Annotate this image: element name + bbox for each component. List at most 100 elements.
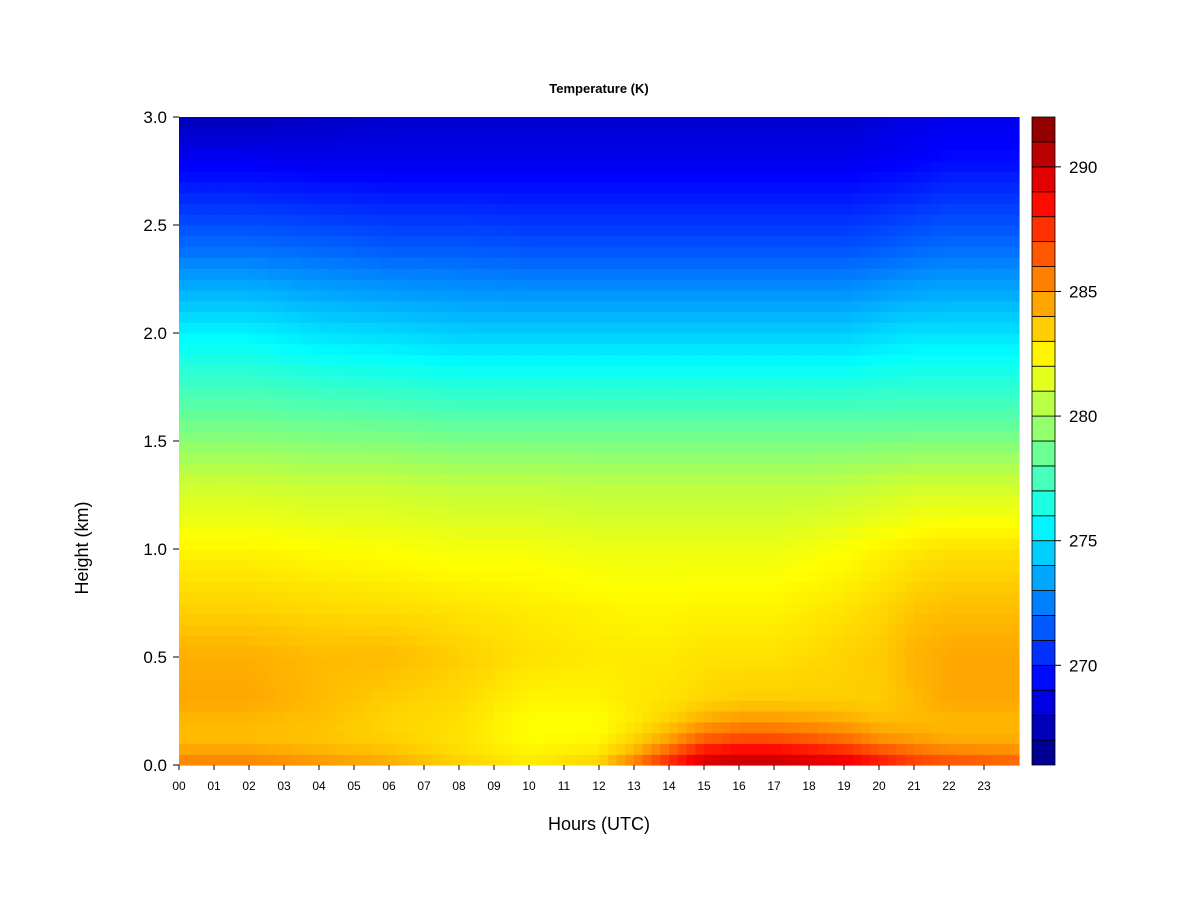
heatmap-cell xyxy=(345,333,355,345)
heatmap-cell xyxy=(222,754,233,766)
heatmap-cell xyxy=(529,473,539,485)
heatmap-cell xyxy=(879,354,889,366)
heatmap-cell xyxy=(739,613,749,626)
heatmap-cell xyxy=(695,289,705,302)
heatmap-cell xyxy=(336,235,346,248)
heatmap-cell xyxy=(572,689,583,701)
heatmap-cell xyxy=(485,657,495,669)
heatmap-cell xyxy=(485,376,495,388)
heatmap-cell xyxy=(721,354,731,366)
heatmap-cell xyxy=(957,678,968,690)
heatmap-cell xyxy=(310,505,320,518)
heatmap-cell xyxy=(747,495,758,507)
heatmap-cell xyxy=(642,592,653,604)
heatmap-cell xyxy=(441,559,451,572)
heatmap-cell xyxy=(319,419,329,431)
heatmap-cell xyxy=(511,732,521,744)
heatmap-cell xyxy=(476,354,486,366)
heatmap-cell xyxy=(870,235,880,248)
heatmap-cell xyxy=(826,700,836,712)
heatmap-cell xyxy=(949,624,959,636)
heatmap-cell xyxy=(695,516,705,528)
heatmap-cell xyxy=(432,333,443,345)
heatmap-cell xyxy=(835,246,845,258)
heatmap-cell xyxy=(371,333,381,345)
heatmap-cell xyxy=(765,462,775,474)
heatmap-cell xyxy=(844,397,854,410)
heatmap-cell xyxy=(222,732,233,744)
heatmap-cell xyxy=(940,754,950,766)
heatmap-cell xyxy=(292,268,303,280)
heatmap-cell xyxy=(660,678,670,690)
heatmap-cell xyxy=(931,516,941,528)
heatmap-cell xyxy=(511,311,521,323)
heatmap-cell xyxy=(406,311,416,323)
heatmap-cell xyxy=(607,657,618,669)
heatmap-cell xyxy=(494,538,504,550)
heatmap-cell xyxy=(214,473,224,485)
heatmap-cell xyxy=(441,387,451,399)
heatmap-cell xyxy=(844,343,854,356)
heatmap-cell xyxy=(380,430,390,442)
heatmap-cell xyxy=(966,451,976,464)
heatmap-cell xyxy=(765,235,775,248)
heatmap-cell xyxy=(599,203,609,215)
heatmap-cell xyxy=(940,635,950,647)
heatmap-cell xyxy=(292,419,303,431)
heatmap-cell xyxy=(257,203,268,215)
heatmap-cell xyxy=(511,678,521,690)
heatmap-cell xyxy=(870,451,880,464)
heatmap-cell xyxy=(275,214,285,226)
heatmap-cell xyxy=(844,235,854,248)
heatmap-cell xyxy=(546,387,556,399)
heatmap-cell xyxy=(196,592,206,604)
heatmap-cell xyxy=(739,484,749,496)
heatmap-cell xyxy=(625,635,635,647)
heatmap-cell xyxy=(599,365,609,377)
heatmap-cell xyxy=(660,365,670,377)
heatmap-cell xyxy=(537,624,548,636)
heatmap-cell xyxy=(686,365,696,377)
heatmap-cell xyxy=(975,711,985,723)
heatmap-cell xyxy=(835,592,845,604)
heatmap-cell xyxy=(275,721,285,734)
heatmap-cell xyxy=(502,441,513,453)
heatmap-cell xyxy=(284,613,294,626)
heatmap-cell xyxy=(231,581,241,593)
heatmap-cell xyxy=(975,451,985,464)
heatmap-cell xyxy=(397,592,408,604)
heatmap-cell xyxy=(494,505,504,518)
heatmap-cell xyxy=(511,279,521,291)
heatmap-cell xyxy=(966,408,976,420)
heatmap-cell xyxy=(555,203,565,215)
heatmap-cell xyxy=(905,268,915,280)
heatmap-cell xyxy=(459,311,469,323)
heatmap-cell xyxy=(704,581,714,593)
heatmap-cell xyxy=(669,333,679,345)
heatmap-cell xyxy=(861,732,871,744)
heatmap-cell xyxy=(336,451,346,464)
heatmap-cell xyxy=(572,419,583,431)
heatmap-cell xyxy=(765,495,775,507)
heatmap-cell xyxy=(905,678,915,690)
heatmap-cell xyxy=(572,354,583,366)
heatmap-cell xyxy=(660,613,670,626)
heatmap-cell xyxy=(555,516,565,528)
heatmap-cell xyxy=(791,743,801,755)
heatmap-cell xyxy=(756,397,766,410)
heatmap-cell xyxy=(747,700,758,712)
heatmap-cell xyxy=(835,473,845,485)
heatmap-cell xyxy=(581,235,591,248)
heatmap-cell xyxy=(739,322,749,334)
heatmap-cell xyxy=(284,689,294,701)
heatmap-cell xyxy=(380,235,390,248)
heatmap-cell xyxy=(240,473,250,485)
heatmap-cell xyxy=(739,408,749,420)
heatmap-cell xyxy=(266,538,276,550)
heatmap-cell xyxy=(467,700,478,712)
heatmap-cell xyxy=(590,397,600,410)
heatmap-cell xyxy=(879,257,889,269)
heatmap-cell xyxy=(800,441,810,453)
heatmap-cell xyxy=(949,365,959,377)
heatmap-cell xyxy=(721,635,731,647)
